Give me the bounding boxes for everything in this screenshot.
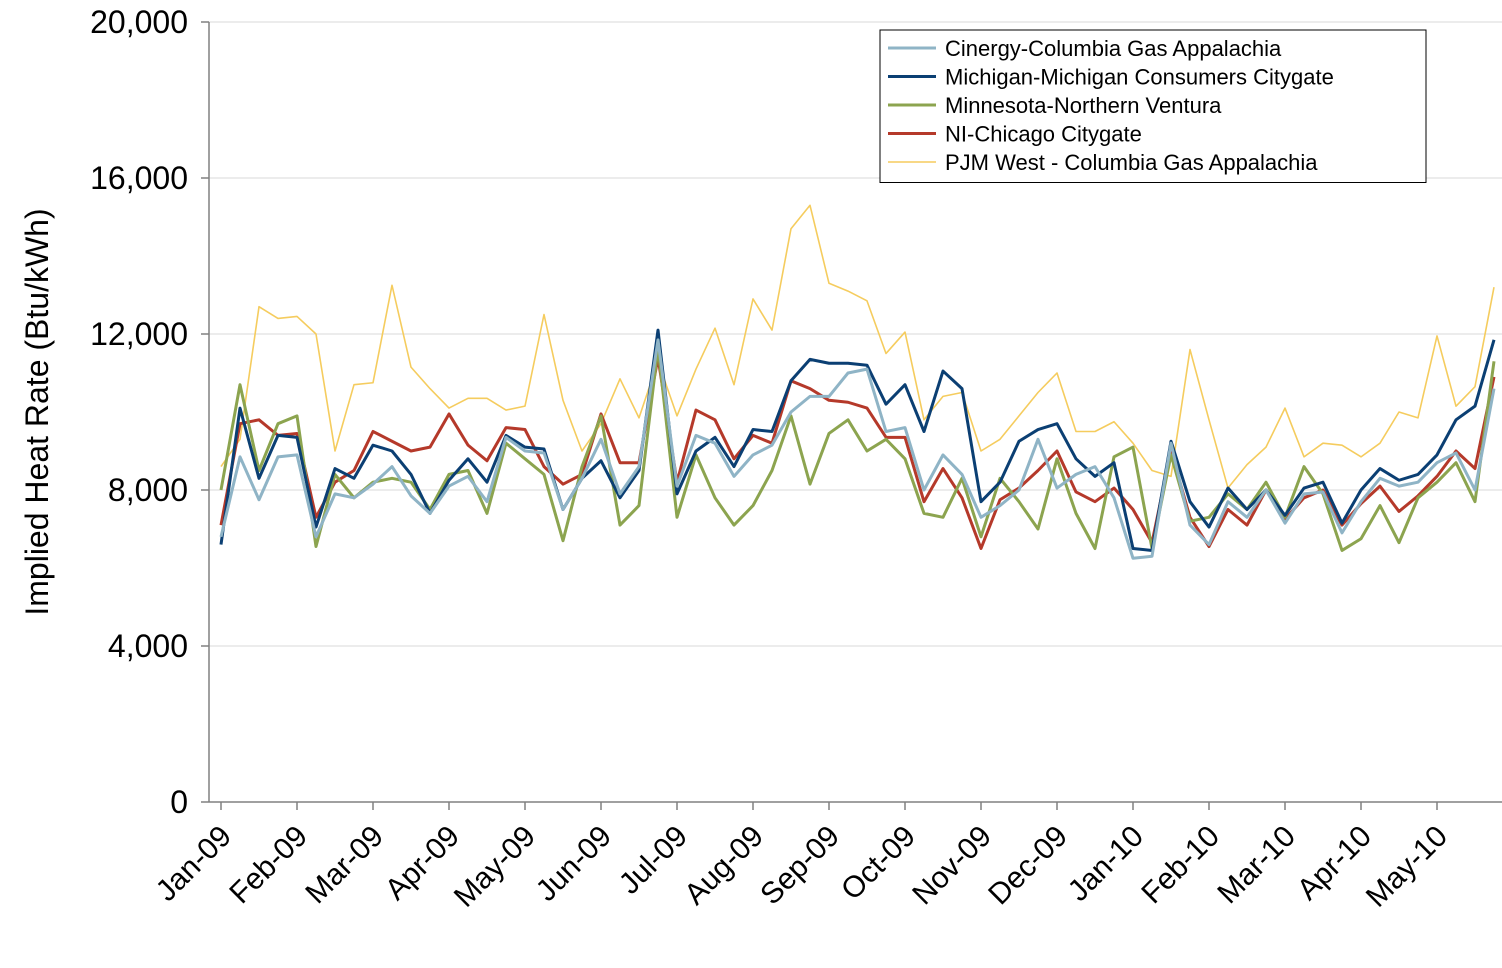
- x-tick-label: Jan-09: [150, 820, 238, 908]
- legend-label: Michigan-Michigan Consumers Citygate: [945, 65, 1334, 90]
- y-tick-label: 20,000: [90, 4, 188, 40]
- x-tick-label: Mar-10: [1211, 820, 1302, 911]
- y-axis-title: Implied Heat Rate (Btu/kWh): [19, 208, 55, 615]
- x-tick-label: Jun-09: [530, 820, 618, 908]
- x-tick-label: Jan-10: [1062, 820, 1150, 908]
- legend-label: NI-Chicago Citygate: [945, 122, 1142, 147]
- series-line: [219, 338, 1496, 560]
- x-tick-label: May-10: [1360, 820, 1454, 914]
- x-tick-label: Mar-09: [299, 820, 390, 911]
- series-line: [219, 346, 1496, 552]
- x-tick-label: Aug-09: [678, 820, 770, 912]
- series-line: [220, 204, 1495, 489]
- series-line: [219, 328, 1496, 552]
- x-tick-label: Nov-09: [906, 820, 998, 912]
- x-tick-label: Dec-09: [982, 820, 1074, 912]
- y-tick-label: 0: [170, 784, 188, 820]
- x-tick-label: Feb-09: [223, 820, 314, 911]
- legend-label: Cinergy-Columbia Gas Appalachia: [945, 36, 1282, 61]
- legend-label: Minnesota-Northern Ventura: [945, 93, 1222, 118]
- x-tick-label: Feb-10: [1135, 820, 1226, 911]
- x-tick-label: Sep-09: [754, 820, 846, 912]
- legend-label: PJM West - Columbia Gas Appalachia: [945, 150, 1318, 175]
- y-tick-label: 12,000: [90, 316, 188, 352]
- y-tick-label: 16,000: [90, 160, 188, 196]
- y-tick-label: 4,000: [108, 628, 188, 664]
- x-tick-label: Oct-09: [835, 820, 922, 907]
- y-tick-label: 8,000: [108, 472, 188, 508]
- legend-box: [879, 29, 1427, 183]
- x-tick-label: May-09: [448, 820, 542, 914]
